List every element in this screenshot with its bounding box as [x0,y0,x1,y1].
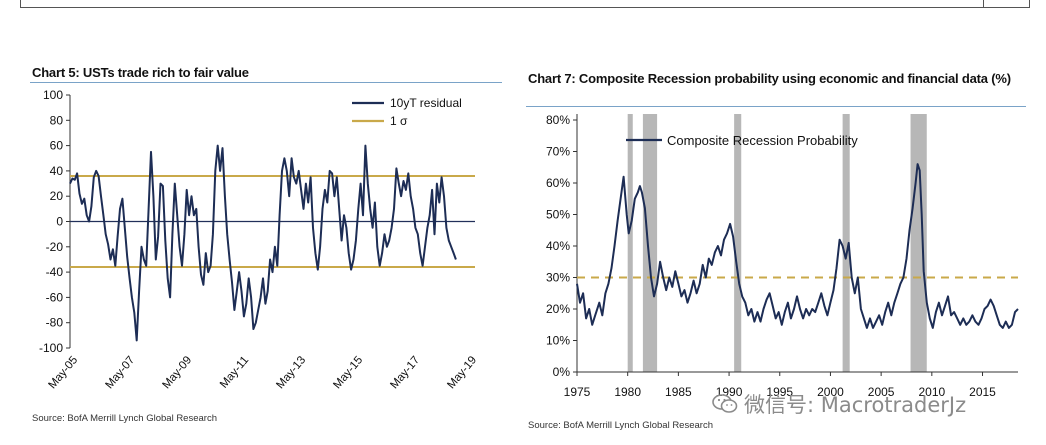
watermark-text: 微信号: MacrotraderJz [744,393,967,417]
chart5-x-tick-label: May-05 [46,354,80,391]
chart5-legend-label-residual: 10yT residual [390,96,462,110]
chart7-y-tick-label: 30% [546,271,570,285]
chart7-series-composite [576,163,1019,329]
chart7-title: Chart 7: Composite Recession probability… [528,71,1011,86]
chart7-recession-bar [642,114,658,372]
watermark: 微信号: MacrotraderJz [712,389,966,419]
chart5-series-10yt-residual [69,144,457,342]
chart5-y-tick-label: -100 [39,341,63,355]
chart7-y-tick-label: 60% [546,176,570,190]
chart5-y-tick-label: -20 [46,240,64,254]
chart5-x-tick-label: May-09 [160,354,194,391]
chart7-x-tick-label: 1995 [766,385,793,399]
chart5-title-rule [30,82,502,83]
chart7-x-tick-label: 1975 [564,385,591,399]
chart7-y-tick-label: 20% [546,302,570,316]
chart5-legend-label-sigma: 1 σ [390,114,408,128]
chart5-y-tick-label: 20 [50,189,64,203]
chart7-x-tick-label: 1980 [614,385,641,399]
chart7-y-tick-label: 10% [546,334,570,348]
chart5-y-tick-label: -60 [46,290,64,304]
chart5-x-tick-label: May-15 [331,354,365,391]
chart7-recession-bar [627,114,633,372]
chart7-x-tick-label: 2005 [868,385,895,399]
chart7-y-tick-label: 40% [546,239,570,253]
chart7-y-tick-label: 0% [553,365,571,379]
chart7-recession-bar [842,114,850,372]
chart5-x-tick-label: May-19 [445,354,479,391]
chart7-recession-bar [734,114,742,372]
chart5-title: Chart 5: USTs trade rich to fair value [32,65,249,80]
table-divider [983,0,984,7]
chart7-recession-bar [910,114,927,372]
chart5-y-tick-label: 100 [43,88,63,102]
chart5-x-tick-label: May-11 [218,354,251,390]
chart5-y-tick-label: 60 [50,139,64,153]
chart5-x-tick-label: May-07 [103,354,137,391]
chart7-x-tick-label: 2015 [969,385,996,399]
chart7-y-tick-label: 50% [546,208,570,222]
chart7-source: Source: BofA Merrill Lynch Global Resear… [528,420,713,431]
chart7-y-tick-label: 80% [546,113,570,127]
chart7-y-tick-label: 70% [546,145,570,159]
chart5-y-tick-label: 0 [56,215,63,229]
chart7-x-tick-label: 1985 [665,385,692,399]
chart5-y-tick-label: 80 [50,113,64,127]
wechat-icon [712,394,738,413]
chart5-y-tick-label: -40 [46,265,64,279]
chart7-legend-label: Composite Recession Probability [667,133,858,148]
chart7-title-rule [526,106,1026,107]
chart7-x-tick-label: 2000 [817,385,844,399]
chart5-x-tick-label: May-17 [388,354,422,391]
chart5-y-tick-label: -80 [46,316,64,330]
chart5-x-tick-label: May-13 [274,354,308,391]
chart5-y-tick-label: 40 [50,164,64,178]
chart5-source: Source: BofA Merrill Lynch Global Resear… [32,413,217,424]
previous-table-frame [20,0,1030,8]
chart7-x-tick-label: 2010 [918,385,945,399]
